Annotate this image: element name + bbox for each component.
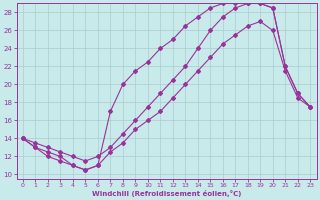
X-axis label: Windchill (Refroidissement éolien,°C): Windchill (Refroidissement éolien,°C) <box>92 190 241 197</box>
